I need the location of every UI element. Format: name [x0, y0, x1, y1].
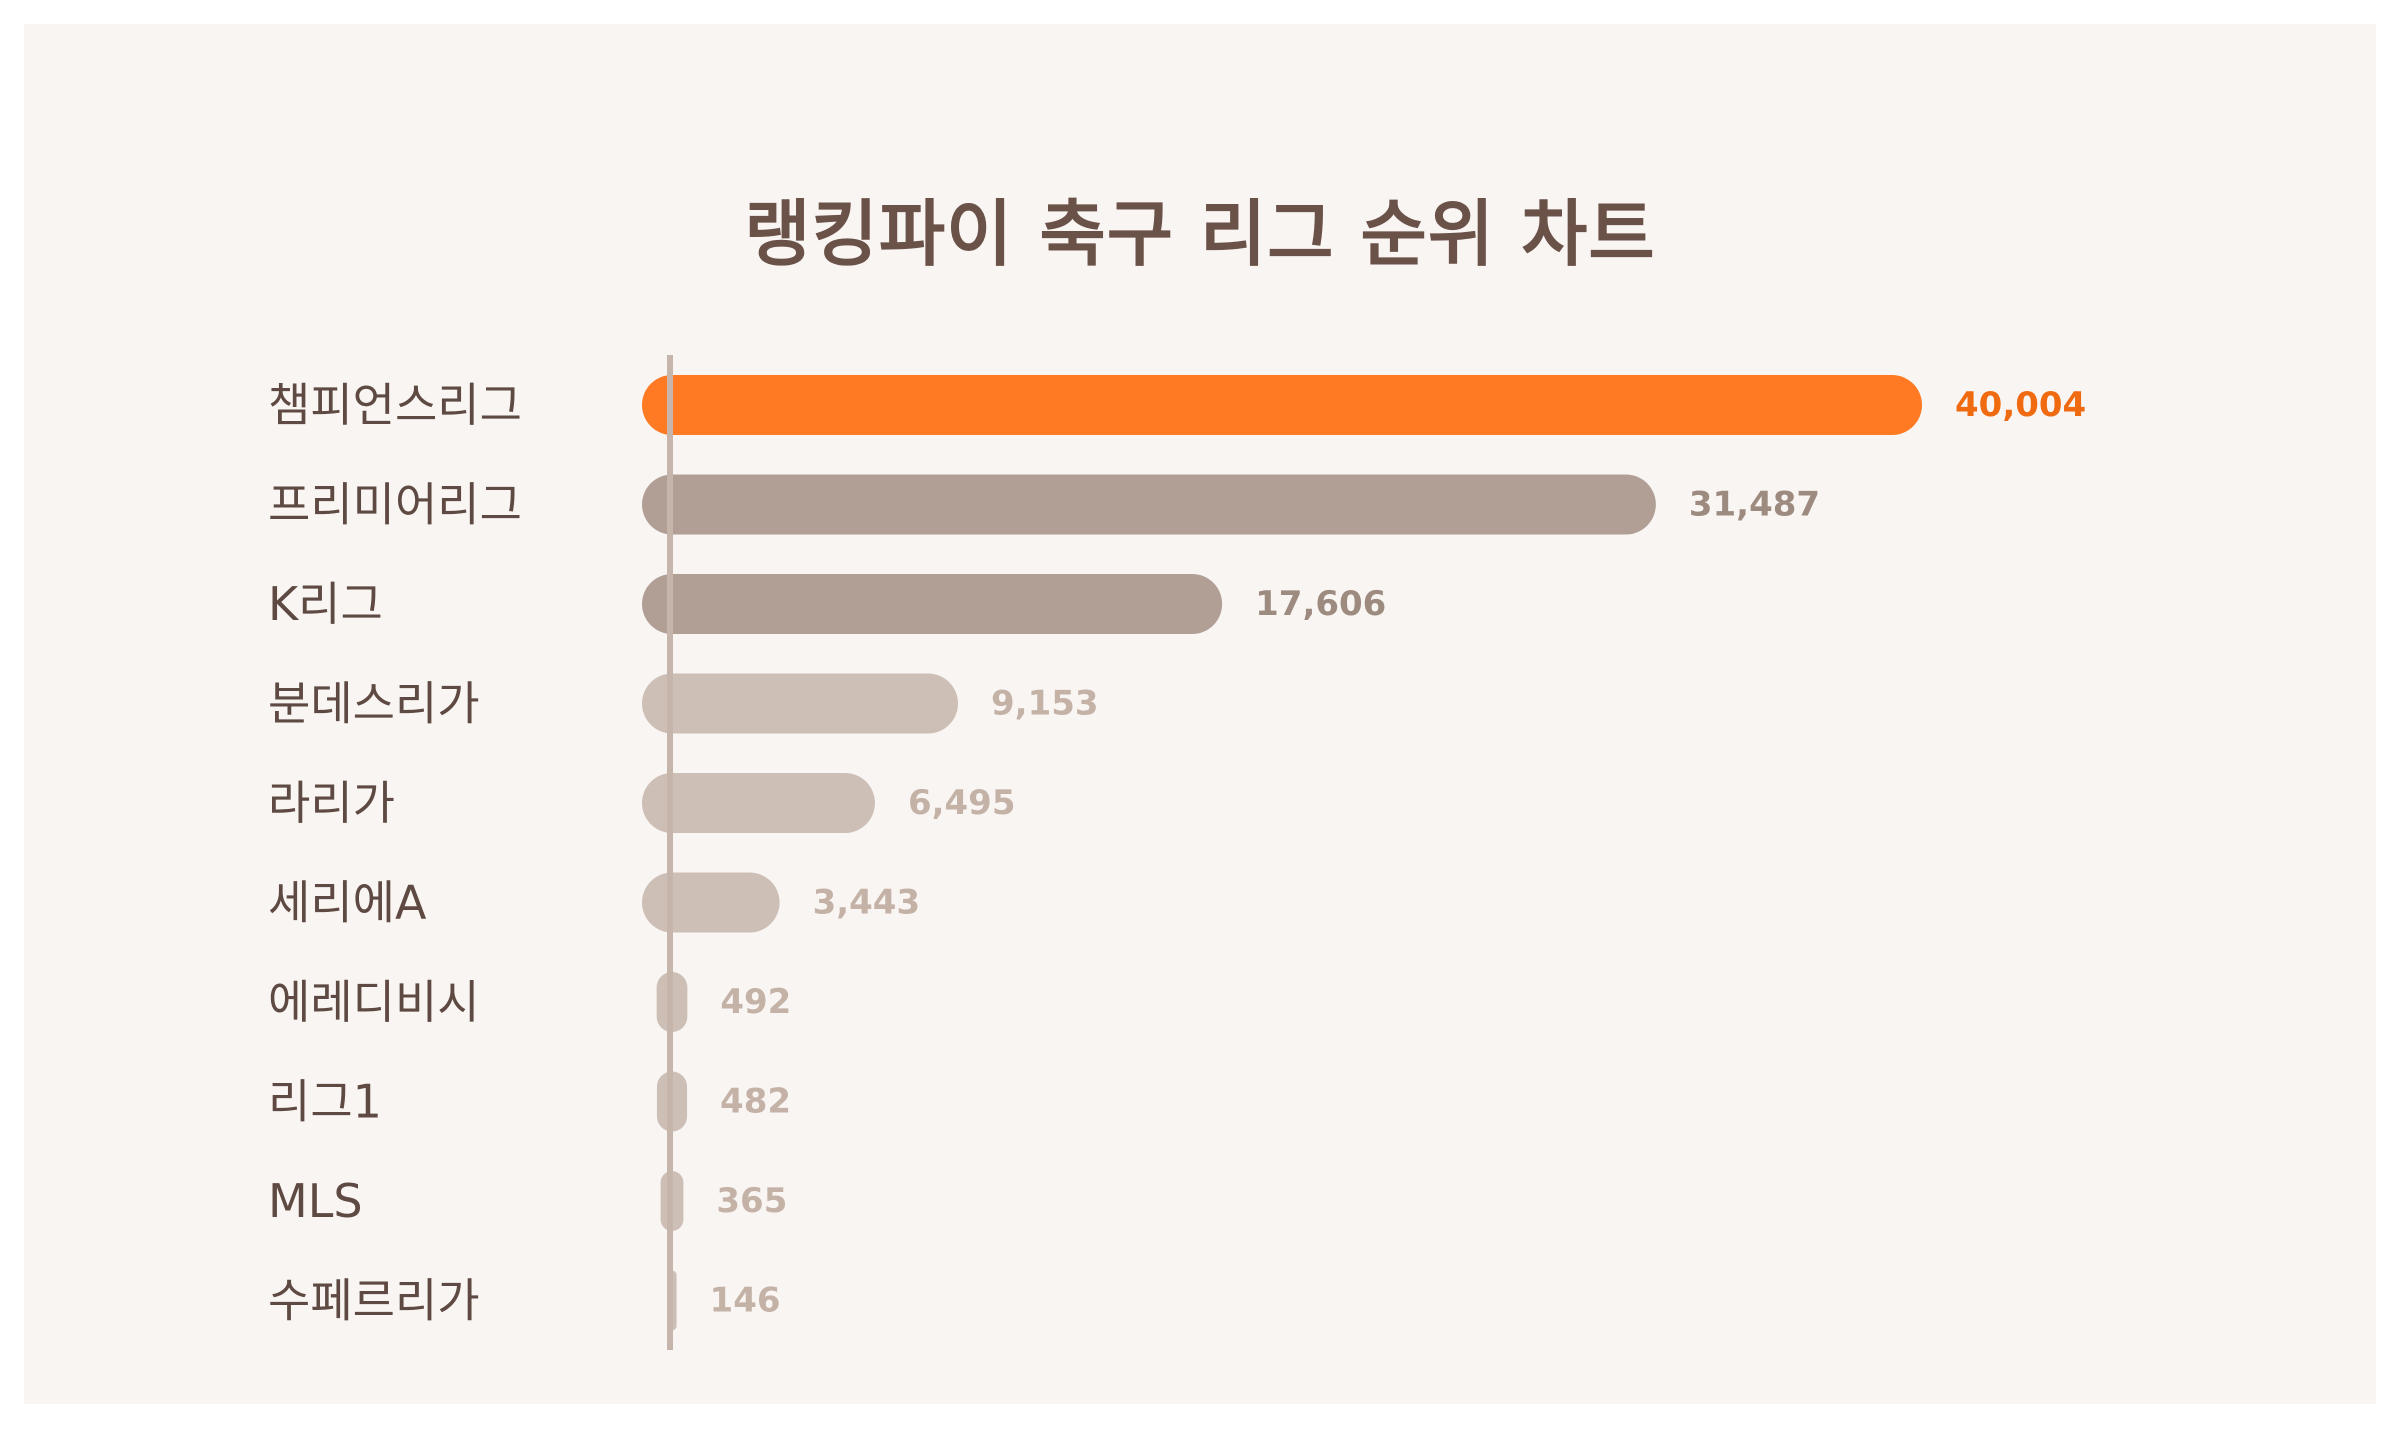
value-label: 482: [720, 1082, 791, 1122]
chart-background: [24, 24, 2376, 1404]
value-label: 40,004: [1955, 385, 2086, 425]
category-label: 챔피언스리그: [268, 378, 522, 432]
category-label: K리그: [268, 577, 383, 631]
bar-1: [642, 375, 1922, 435]
category-label: 리그1: [268, 1075, 382, 1129]
value-label: 6,495: [908, 783, 1016, 823]
category-label: 세리에A: [268, 876, 427, 930]
category-label: 프리미어리그: [268, 478, 522, 532]
category-label: 에레디비시: [268, 975, 480, 1029]
value-label: 365: [716, 1181, 787, 1221]
chart-title: 랭킹파이 축구 리그 순위 차트: [744, 192, 1656, 276]
category-label: 수페르리가: [268, 1274, 480, 1328]
value-label: 3,443: [813, 883, 921, 923]
value-label: 17,606: [1255, 584, 1386, 624]
bar-2: [642, 474, 1656, 535]
bar-4: [642, 673, 959, 734]
category-label: MLS: [268, 1174, 363, 1228]
category-label: 분데스리가: [268, 677, 480, 731]
value-label: 31,487: [1689, 485, 1820, 525]
value-label: 9,153: [991, 684, 1099, 724]
bar-5: [642, 773, 875, 833]
bar-3: [642, 574, 1223, 634]
bar-6: [642, 872, 780, 933]
value-label: 146: [710, 1281, 781, 1321]
value-label: 492: [720, 982, 791, 1022]
category-label: 라리가: [268, 776, 395, 830]
